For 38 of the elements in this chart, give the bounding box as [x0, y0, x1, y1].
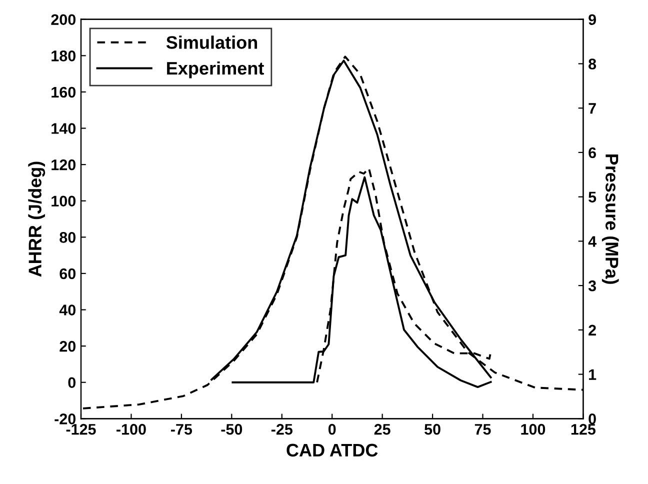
legend-label: Simulation — [166, 36, 258, 49]
y2-tick-label: 4 — [588, 236, 596, 247]
x-axis-title: CAD ATDC — [286, 444, 378, 457]
y-tick-label: 20 — [60, 340, 76, 352]
y2-axis-title: Pressure (MPa) — [602, 154, 619, 284]
y2-tick-label: 2 — [588, 324, 596, 336]
y-tick-label: 160 — [52, 86, 76, 98]
x-tick-label: -25 — [271, 424, 292, 435]
y-axis-title: AHRR (J/deg) — [28, 162, 46, 277]
y-tick-label: 60 — [60, 268, 76, 280]
y2-tick-label: 6 — [588, 147, 596, 158]
y-tick-label: 100 — [52, 196, 76, 207]
x-tick-label: 100 — [521, 424, 546, 435]
y2-tick-label: 3 — [588, 280, 596, 292]
x-tick-label: 75 — [474, 424, 491, 435]
x-tick-label: 0 — [328, 424, 336, 435]
x-tick-label: 50 — [424, 424, 440, 435]
y-tick-label: 40 — [59, 304, 76, 316]
y-tick-label: 180 — [52, 50, 76, 62]
x-tick-label: -100 — [116, 424, 146, 435]
y2-tick-label: 9 — [588, 14, 596, 26]
y2-tick-label: 7 — [588, 103, 596, 114]
x-tick-label: -75 — [170, 424, 192, 435]
y-tick-label: 0 — [68, 377, 76, 388]
x-tick-label: 25 — [374, 424, 390, 435]
y-tick-label: -20 — [54, 414, 76, 424]
y-tick-label: 140 — [52, 123, 76, 134]
legend-label: Experiment — [167, 61, 264, 78]
y-tick-label: 120 — [52, 159, 76, 170]
x-tick-label: 125 — [571, 424, 596, 435]
y2-tick-label: 1 — [589, 369, 596, 380]
x-tick-label: -125 — [66, 424, 96, 435]
y2-tick-label: 5 — [588, 192, 596, 203]
y-tick-label: 80 — [60, 232, 76, 243]
x-tick-label: -50 — [221, 424, 242, 435]
y-tick-label: 200 — [51, 14, 76, 26]
y2-tick-label: 0 — [588, 414, 596, 424]
y2-tick-label: 8 — [588, 58, 596, 70]
